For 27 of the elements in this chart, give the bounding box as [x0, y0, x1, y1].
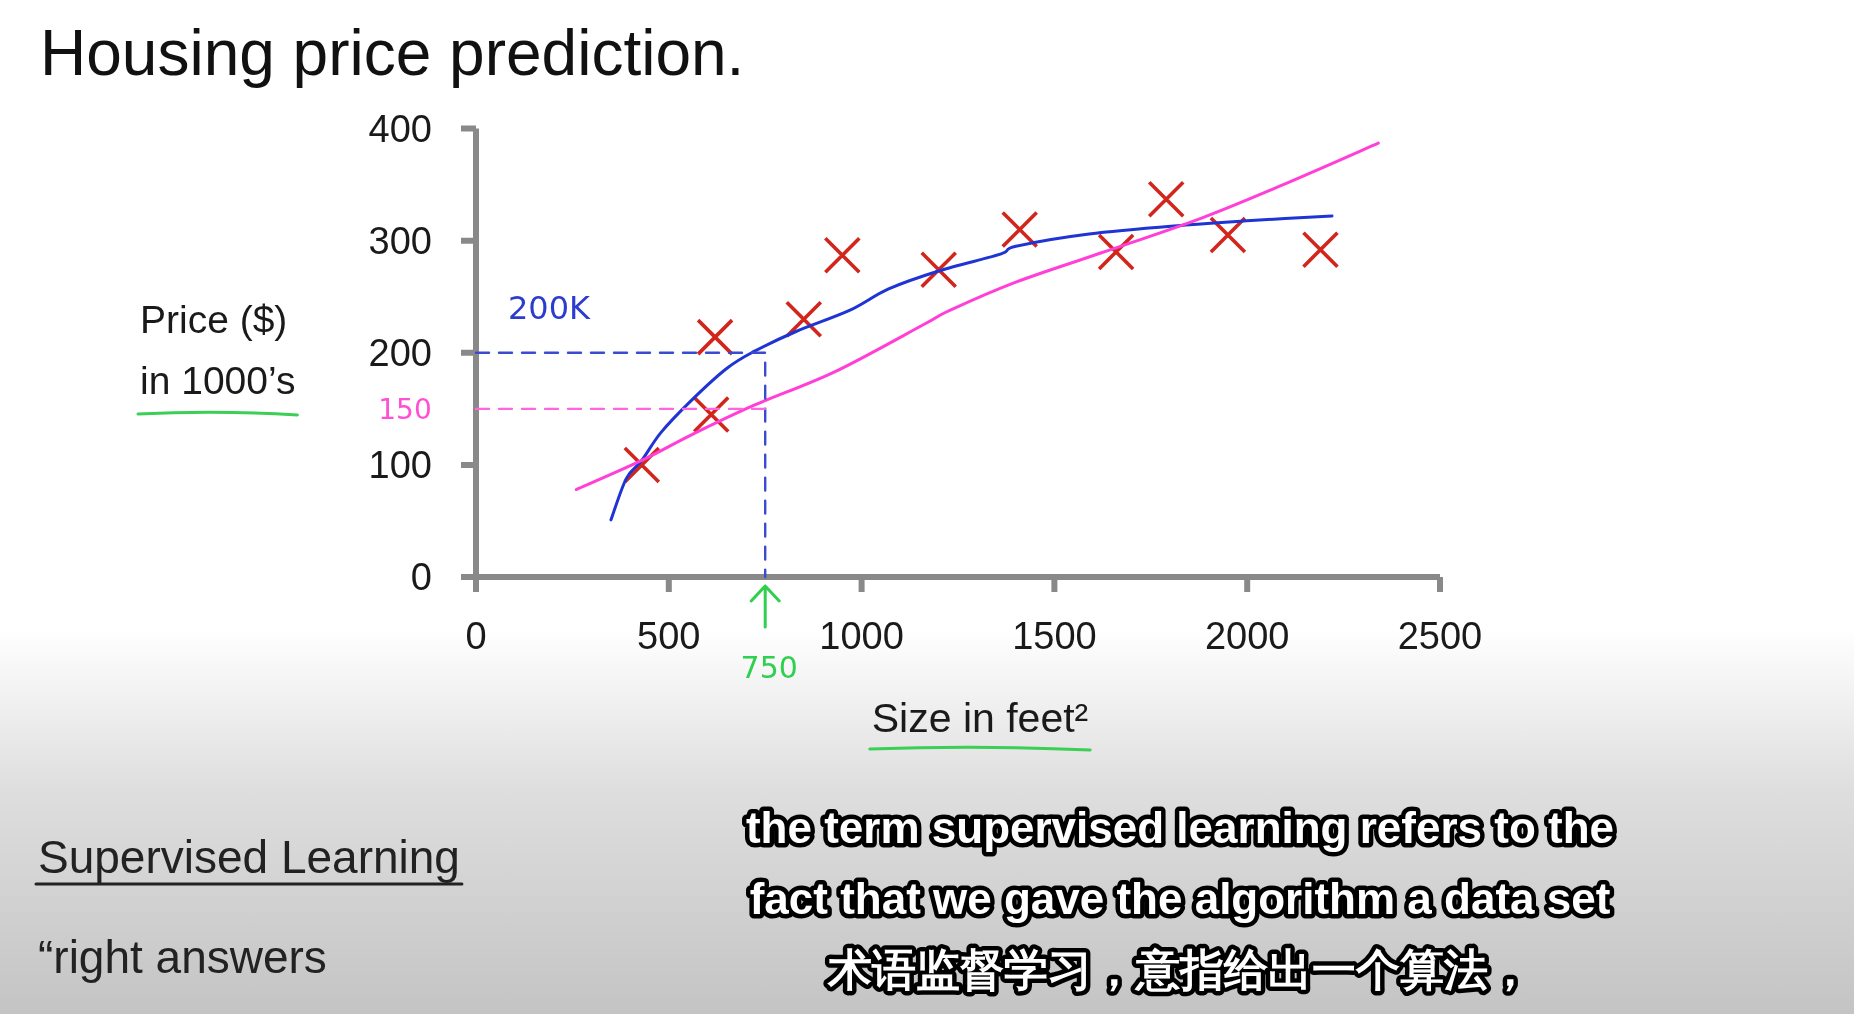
y-axis-title: Price ($) in 1000’s — [140, 298, 296, 402]
y-tick-label: 0 — [410, 556, 432, 598]
x-tick-label: 0 — [465, 615, 487, 657]
y-tick-label: 200 — [368, 331, 432, 374]
line-series — [609, 214, 1334, 522]
y-tick-label: 400 — [368, 107, 432, 150]
point — [1000, 210, 1039, 249]
text: Supervised Learning — [38, 831, 460, 883]
x-tick-label: 1500 — [1012, 615, 1097, 657]
annotation: 750 — [740, 649, 798, 685]
y-tick-label: 100 — [368, 443, 432, 486]
text: 150 — [378, 392, 432, 426]
point — [784, 300, 823, 338]
x-axis-title: Size in feet² — [871, 695, 1089, 741]
x-tick-label: 2500 — [1397, 615, 1483, 657]
x-tick-label: 500 — [637, 615, 701, 657]
text: fact that we gave the algorithm a data set — [749, 874, 1611, 923]
annotation: 200K — [507, 289, 592, 327]
point — [1147, 180, 1186, 219]
point — [696, 318, 734, 356]
chart-title: Housing price prediction. — [40, 17, 745, 89]
point — [1301, 230, 1340, 269]
x-tick-label: 1000 — [819, 615, 904, 657]
x-tick-label: 2000 — [1204, 615, 1290, 657]
point — [823, 236, 862, 275]
y-tick-label: 300 — [368, 219, 432, 262]
text: “right answers — [38, 931, 327, 983]
